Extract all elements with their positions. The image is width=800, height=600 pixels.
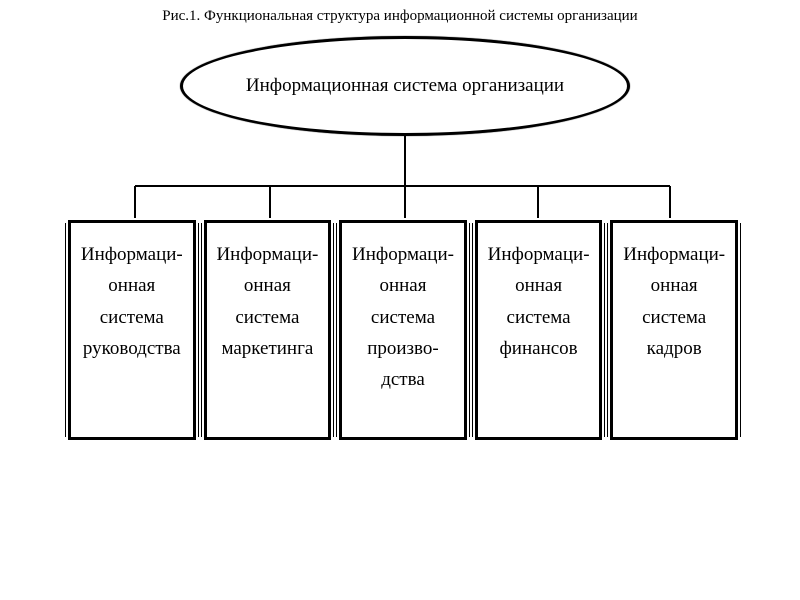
- child-box: Информаци-онная система кадров: [610, 220, 738, 440]
- child-box: Информаци-онная система маркетинга: [204, 220, 332, 440]
- child-label: Информаци-онная система маркетинга: [213, 239, 323, 364]
- root-label: Информационная система организации: [246, 75, 564, 97]
- children-row: Информаци-онная система руководства Инфо…: [68, 220, 738, 440]
- child-label: Информаци-онная система произво-дства: [348, 239, 458, 396]
- child-box: Информаци-онная система финансов: [475, 220, 603, 440]
- child-box: Информаци-онная система руководства: [68, 220, 196, 440]
- child-label: Информаци-онная система руководства: [77, 239, 187, 364]
- root-ellipse: Информационная система организации: [180, 36, 630, 136]
- figure-caption: Рис.1. Функциональная структура информац…: [0, 0, 800, 25]
- child-label: Информаци-онная система кадров: [619, 239, 729, 364]
- root-node: Информационная система организации: [180, 36, 630, 136]
- child-box: Информаци-онная система произво-дства: [339, 220, 467, 440]
- child-label: Информаци-онная система финансов: [484, 239, 594, 364]
